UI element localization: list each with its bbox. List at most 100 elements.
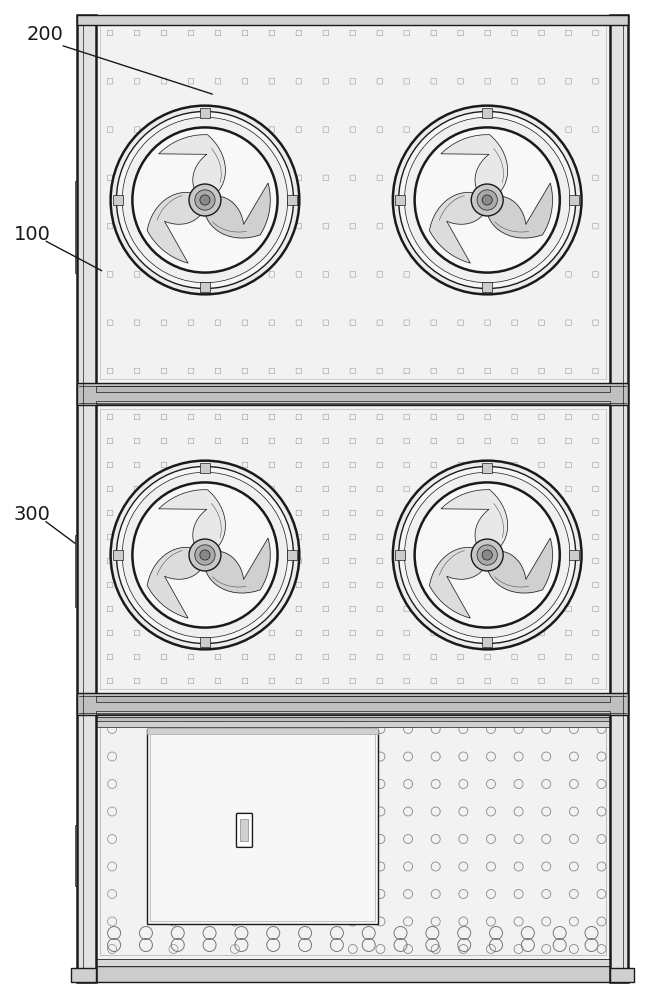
Text: 200: 200 bbox=[27, 25, 64, 44]
Circle shape bbox=[471, 539, 503, 571]
Polygon shape bbox=[205, 183, 270, 238]
Bar bbox=[77, 693, 628, 715]
Polygon shape bbox=[487, 538, 552, 593]
Bar bbox=[210, 610, 216, 638]
Circle shape bbox=[415, 482, 560, 628]
Bar bbox=[395, 195, 405, 205]
Circle shape bbox=[405, 472, 570, 638]
Polygon shape bbox=[147, 192, 201, 263]
Circle shape bbox=[471, 184, 503, 216]
Bar bbox=[468, 588, 506, 610]
Text: 300: 300 bbox=[13, 505, 50, 524]
Bar bbox=[224, 255, 230, 283]
Bar bbox=[113, 195, 123, 205]
Polygon shape bbox=[159, 135, 225, 193]
Bar bbox=[186, 233, 224, 255]
Bar bbox=[151, 732, 376, 921]
Bar bbox=[482, 463, 492, 473]
Polygon shape bbox=[147, 547, 201, 618]
Bar bbox=[482, 108, 492, 118]
Polygon shape bbox=[441, 490, 507, 548]
Circle shape bbox=[195, 190, 215, 210]
Bar bbox=[287, 550, 297, 560]
Text: 100: 100 bbox=[13, 225, 50, 244]
Circle shape bbox=[116, 111, 294, 289]
Bar bbox=[77, 15, 628, 25]
Bar bbox=[186, 588, 224, 610]
Bar bbox=[194, 255, 200, 283]
Bar bbox=[75, 535, 87, 607]
Bar bbox=[200, 463, 210, 473]
Bar bbox=[180, 255, 186, 283]
Circle shape bbox=[111, 461, 299, 649]
Bar bbox=[462, 255, 468, 283]
Bar bbox=[180, 610, 186, 638]
Bar bbox=[200, 282, 210, 292]
Bar bbox=[96, 696, 610, 702]
Bar bbox=[147, 728, 378, 734]
Bar bbox=[506, 255, 512, 283]
Bar bbox=[96, 715, 610, 959]
Bar bbox=[77, 15, 96, 982]
Circle shape bbox=[393, 461, 581, 649]
Bar bbox=[96, 717, 610, 721]
Circle shape bbox=[398, 466, 576, 644]
Bar bbox=[472, 580, 502, 588]
Bar bbox=[147, 729, 378, 924]
Bar bbox=[100, 409, 605, 689]
Bar bbox=[224, 610, 230, 638]
Bar bbox=[241, 819, 249, 841]
Bar bbox=[96, 401, 610, 404]
Circle shape bbox=[189, 539, 221, 571]
Bar bbox=[113, 550, 123, 560]
Polygon shape bbox=[159, 490, 225, 548]
Circle shape bbox=[200, 550, 210, 560]
Bar bbox=[100, 19, 605, 379]
Bar bbox=[610, 15, 628, 982]
Polygon shape bbox=[205, 538, 270, 593]
Bar bbox=[287, 195, 297, 205]
Bar bbox=[569, 550, 579, 560]
Bar bbox=[194, 610, 200, 638]
Bar bbox=[96, 405, 610, 693]
Polygon shape bbox=[441, 135, 507, 193]
Circle shape bbox=[477, 545, 497, 565]
Bar bbox=[200, 637, 210, 647]
Bar bbox=[468, 233, 506, 255]
Bar bbox=[492, 610, 498, 638]
Circle shape bbox=[415, 127, 560, 273]
Bar bbox=[96, 717, 610, 727]
Polygon shape bbox=[429, 192, 483, 263]
Bar bbox=[100, 719, 605, 955]
Circle shape bbox=[132, 482, 278, 628]
Bar bbox=[190, 580, 220, 588]
Circle shape bbox=[482, 550, 493, 560]
Circle shape bbox=[482, 195, 493, 205]
Bar bbox=[462, 610, 468, 638]
Circle shape bbox=[200, 195, 210, 205]
FancyBboxPatch shape bbox=[237, 813, 253, 847]
Circle shape bbox=[405, 117, 570, 283]
Bar bbox=[395, 550, 405, 560]
Circle shape bbox=[189, 184, 221, 216]
Bar bbox=[77, 383, 628, 405]
Bar bbox=[96, 15, 610, 383]
Bar bbox=[610, 968, 634, 982]
Bar bbox=[476, 255, 482, 283]
Circle shape bbox=[195, 545, 215, 565]
Circle shape bbox=[393, 106, 581, 294]
Bar bbox=[569, 195, 579, 205]
Bar bbox=[77, 959, 628, 966]
Bar bbox=[476, 610, 482, 638]
Bar bbox=[96, 711, 610, 714]
Polygon shape bbox=[487, 183, 552, 238]
Circle shape bbox=[477, 190, 497, 210]
Circle shape bbox=[122, 117, 288, 283]
Circle shape bbox=[132, 127, 278, 273]
Bar bbox=[472, 225, 502, 233]
Bar bbox=[75, 181, 87, 273]
Bar bbox=[71, 968, 96, 982]
Bar bbox=[96, 386, 610, 392]
Circle shape bbox=[111, 106, 299, 294]
Circle shape bbox=[122, 472, 288, 638]
